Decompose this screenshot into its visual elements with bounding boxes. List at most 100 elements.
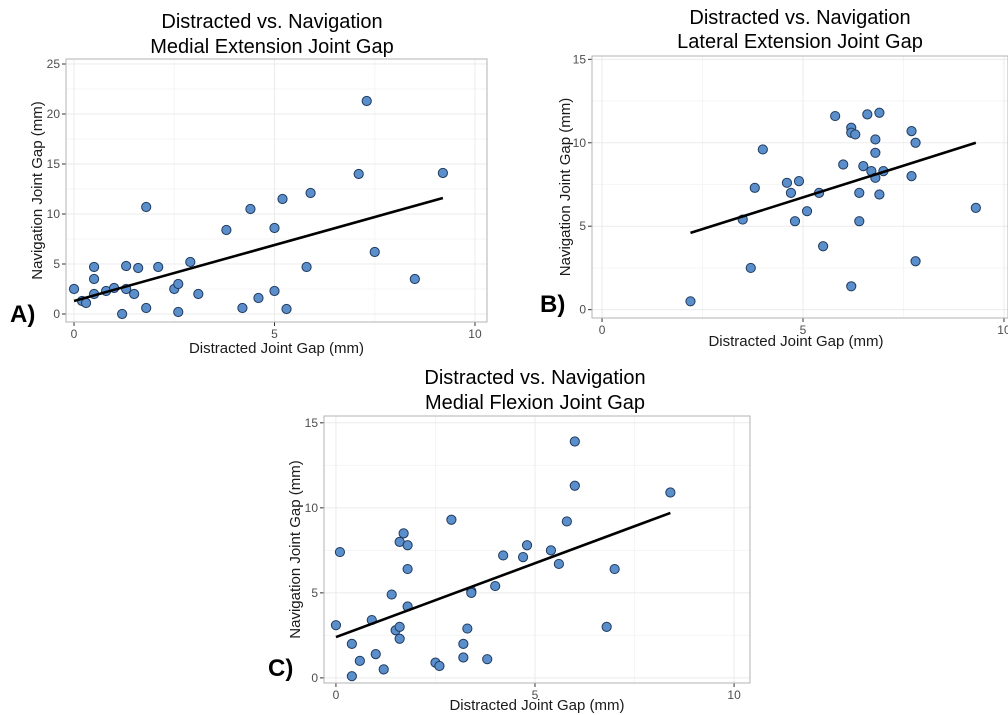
scatter-point [458, 652, 469, 663]
scatter-point [609, 563, 620, 575]
x-tick-label: 10 [468, 327, 482, 341]
chart-title-line-2: Medial Extension Joint Gap [150, 36, 393, 58]
y-axis-title: Navigation Joint Gap (mm) [287, 460, 304, 638]
scatter-point [850, 129, 861, 140]
y-tick-label: 15 [47, 157, 61, 171]
scatter-point [521, 540, 533, 551]
scatter-point [862, 109, 873, 120]
scatter-point [346, 671, 357, 682]
scatter-point [88, 261, 100, 273]
y-tick-label: 15 [305, 416, 319, 430]
scatter-point [910, 137, 921, 148]
scatter-point [665, 487, 676, 498]
scatter-point [846, 281, 857, 292]
scatter-point [121, 260, 132, 272]
scatter-point [906, 125, 917, 137]
scatter-point [517, 552, 529, 563]
scatter-point [749, 182, 760, 193]
scatter-point [910, 256, 921, 267]
panel-b: 0 5 10 0 5 10 15 Distracted vs. NavigationLater… [540, 7, 1008, 350]
scatter-point [330, 620, 342, 631]
x-tick-label: 0 [333, 688, 340, 702]
scatter-point [970, 202, 981, 213]
plot-frame [591, 55, 1008, 319]
scatter-point [874, 107, 885, 118]
scatter-point [361, 95, 372, 107]
scatter-point [269, 222, 280, 234]
scatter-point [305, 187, 316, 199]
plot-frame [323, 415, 751, 684]
scatter-point [398, 528, 409, 539]
plot-background [66, 59, 487, 322]
y-tick-label: 5 [53, 257, 60, 271]
panel-c: 0 5 10 0 5 10 15 Distracted vs. Navigation Media… [268, 367, 751, 714]
scatter-point [446, 514, 457, 525]
plot-frame [65, 58, 488, 323]
scatter-point [402, 540, 413, 551]
scatter-point [185, 256, 196, 268]
y-tick-label: 10 [573, 136, 587, 150]
scatter-point [870, 134, 881, 145]
y-tick-label: 10 [305, 501, 319, 515]
scatter-point [269, 285, 280, 297]
scatter-point [458, 638, 469, 649]
panel-label: B) [540, 291, 565, 318]
y-tick-label: 0 [53, 307, 60, 321]
x-tick-label: 5 [271, 327, 278, 341]
scatter-point [785, 187, 797, 198]
x-tick-label: 5 [800, 323, 807, 337]
scatter-point [745, 262, 756, 274]
y-tick-label: 20 [47, 107, 61, 121]
y-tick-label: 15 [573, 52, 587, 66]
y-tick-label: 10 [47, 207, 61, 221]
scatter-point [346, 638, 357, 649]
scatter-point [685, 296, 696, 307]
scatter-point [193, 288, 204, 300]
y-axis-title: Navigation Joint Gap (mm) [29, 101, 46, 279]
regression-line [690, 141, 977, 235]
scatter-point [281, 303, 292, 315]
scatter-point [253, 292, 264, 304]
scatter-point [854, 187, 865, 198]
scatter-point [334, 546, 346, 558]
scatter-point [117, 308, 128, 320]
y-tick-label: 0 [579, 303, 586, 317]
scatter-point [402, 563, 413, 575]
scatter-point [545, 545, 557, 556]
scatter-point [129, 288, 140, 300]
scatter-point [498, 550, 509, 561]
scatter-point [569, 480, 580, 491]
scatter-point [409, 273, 420, 285]
x-tick-label: 10 [727, 688, 741, 702]
scatter-point [793, 176, 805, 187]
scatter-point [386, 589, 397, 600]
scatter-point [88, 273, 100, 285]
scatter-point [801, 206, 813, 217]
scatter-point [394, 621, 405, 632]
scatter-point [870, 147, 881, 158]
chart-title-line-2: Medial Flexion Joint Gap [425, 392, 645, 414]
scatter-point [237, 302, 248, 314]
scatter-point [277, 193, 288, 205]
scatter-point [245, 203, 256, 215]
y-tick-label: 25 [47, 57, 61, 71]
panel-label: C) [268, 655, 293, 682]
plot-background [592, 56, 1008, 318]
scatter-point [173, 278, 184, 290]
scatter-point [466, 587, 477, 598]
y-tick-label: 5 [579, 219, 586, 233]
x-axis-title: Distracted Joint Gap (mm) [449, 697, 624, 714]
chart-title-line-2: Lateral Extension Joint Gap [677, 31, 923, 53]
scatter-point [553, 558, 564, 570]
plot-background [324, 416, 750, 683]
scatter-point [141, 201, 152, 213]
scatter-point [781, 177, 793, 188]
scatter-point [858, 161, 869, 172]
scatter-point [838, 159, 849, 170]
chart-title-line-1: Distracted vs. Navigation [689, 7, 910, 29]
scatter-point [370, 648, 381, 660]
x-tick-label: 5 [532, 688, 539, 702]
chart-title-line-1: Distracted vs. Navigation [424, 367, 645, 389]
regression-line [335, 511, 671, 639]
